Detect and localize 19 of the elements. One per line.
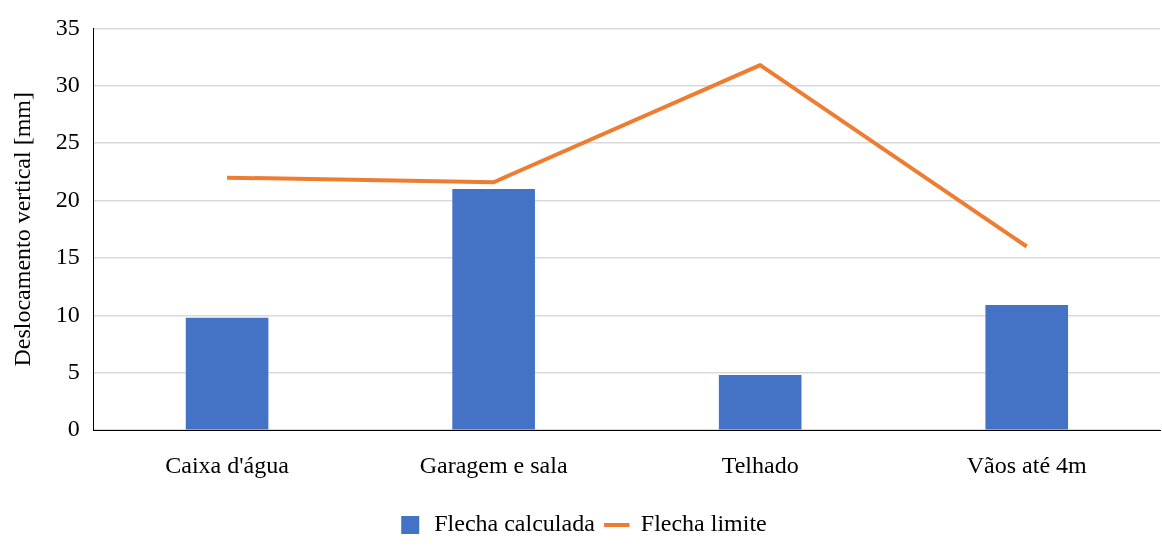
y-tick-label: 5 (67, 358, 80, 385)
bar (718, 375, 802, 430)
bar (185, 317, 269, 430)
y-tick-label: 15 (55, 243, 80, 270)
y-tick-label: 30 (55, 71, 80, 98)
x-tick-label: Garagem e sala (419, 451, 568, 478)
legend-label: Flecha limite (640, 510, 767, 537)
bar (985, 305, 1069, 430)
bar (452, 189, 535, 430)
y-tick-label: 0 (67, 415, 80, 442)
y-tick-label: 10 (55, 300, 80, 327)
x-tick-label: Caixa d'água (165, 451, 290, 478)
y-tick-label: 20 (55, 185, 80, 212)
x-tick-label: Telhado (721, 451, 799, 478)
y-tick-label: 25 (55, 128, 80, 155)
x-tick-label: Vãos até 4m (966, 451, 1088, 478)
legend-label: Flecha calculada (434, 510, 596, 537)
y-axis-title: Deslocamento vertical [mm] (8, 92, 35, 367)
y-tick-label: 35 (55, 13, 80, 40)
